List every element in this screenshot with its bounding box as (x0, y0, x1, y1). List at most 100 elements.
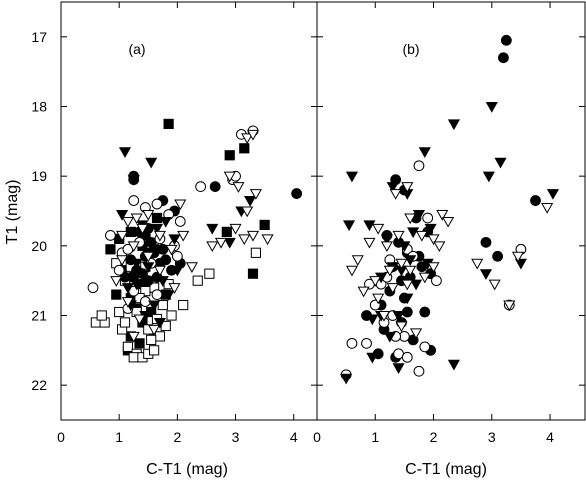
data-point-triangle (232, 182, 245, 193)
series-open-triangle (110, 129, 274, 343)
data-point-square (192, 275, 203, 286)
data-point-triangle (142, 251, 155, 263)
data-point-triangle (177, 230, 190, 242)
data-point-triangle (168, 283, 181, 294)
x-tick-label: 4 (546, 429, 554, 445)
panel-b-tag: (b) (402, 41, 419, 57)
data-point-square (247, 268, 259, 279)
data-point-square (148, 345, 160, 356)
data-point-circle (87, 282, 99, 294)
data-point-triangle (130, 279, 143, 291)
data-point-square (125, 226, 136, 238)
data-point-triangle (351, 255, 364, 266)
series-filled-triangle (116, 147, 257, 329)
data-point-square (221, 226, 232, 238)
data-point-triangle (174, 199, 187, 211)
data-point-triangle (241, 133, 254, 145)
data-point-square (163, 118, 174, 130)
x-axis-title-a: C-T1 (mag) (146, 461, 228, 478)
data-point-circle (151, 289, 163, 301)
data-point-square (114, 306, 125, 318)
y-tick-label: 21 (31, 308, 47, 324)
plot-frame (60, 1, 318, 421)
y-tick-label: 22 (31, 377, 47, 393)
data-point-triangle (127, 241, 140, 253)
data-point-triangle (110, 276, 123, 287)
data-point-triangle (241, 206, 254, 218)
data-point-triangle (386, 283, 399, 294)
data-point-triangle (377, 311, 391, 322)
data-point-triangle (206, 241, 219, 253)
data-point-triangle (383, 331, 396, 343)
data-point-triangle (116, 230, 129, 242)
data-point-triangle (372, 223, 385, 235)
data-point-square (96, 310, 107, 321)
data-point-triangle (345, 171, 359, 183)
data-point-square (128, 352, 139, 363)
x-axis-title-b: C-T1 (mag) (405, 461, 487, 478)
data-point-triangle (541, 203, 554, 214)
data-point-triangle (130, 258, 143, 270)
data-point-triangle (401, 182, 414, 193)
data-point-triangle (447, 359, 460, 371)
data-point-triangle (418, 147, 431, 158)
series-filled-triangle (340, 102, 560, 385)
data-point-triangle (363, 237, 376, 249)
data-point-triangle (162, 290, 175, 301)
data-point-triangle (159, 216, 172, 228)
data-point-circle (419, 306, 431, 318)
data-point-triangle (442, 216, 455, 228)
data-point-circle (151, 198, 163, 210)
data-point-circle (500, 34, 512, 46)
data-point-square (134, 338, 145, 349)
data-point-triangle (223, 171, 236, 183)
data-point-triangle (401, 279, 414, 291)
data-point-triangle (447, 119, 460, 131)
data-point-triangle (401, 293, 414, 305)
data-point-triangle (342, 220, 356, 232)
data-point-circle (346, 337, 358, 349)
data-point-square (166, 310, 177, 321)
data-point-triangle (389, 189, 402, 200)
panel-b: 0 1 2 3 4 (313, 1, 586, 445)
data-point-triangle (148, 300, 161, 312)
data-point-triangle (479, 269, 493, 280)
data-point-triangle (366, 314, 379, 326)
data-point-triangle (249, 189, 262, 200)
x-tick-label: 3 (232, 429, 240, 445)
data-point-circle (209, 181, 221, 193)
data-point-triangle (121, 283, 134, 294)
data-point-triangle (121, 297, 134, 308)
data-point-triangle (223, 237, 236, 249)
data-point-triangle (116, 255, 129, 266)
data-point-square (204, 268, 215, 279)
data-point-triangle (383, 265, 396, 277)
data-point-triangle (153, 265, 166, 277)
data-point-square (239, 143, 250, 154)
data-point-triangle (404, 213, 417, 225)
data-point-triangle (380, 234, 393, 246)
data-point-square (250, 247, 262, 258)
x-tick-label: 1 (371, 429, 379, 445)
data-point-triangle (214, 237, 228, 249)
data-point-circle (413, 160, 425, 172)
data-point-square (178, 299, 189, 311)
data-point-triangle (116, 209, 129, 221)
data-point-triangle (418, 272, 431, 284)
data-point-square (140, 286, 151, 297)
data-point-circle (419, 341, 431, 353)
data-point-triangle (156, 276, 169, 287)
data-point-triangle (386, 182, 399, 193)
data-point-triangle (121, 216, 134, 228)
panel-a-tag: (a) (128, 41, 145, 57)
data-point-square (111, 289, 122, 300)
data-point-triangle (424, 223, 437, 235)
data-point-circle (160, 254, 172, 266)
data-point-circle (113, 264, 125, 276)
data-point-triangle (372, 293, 385, 305)
y-tick-label: 19 (31, 168, 47, 184)
y-axis-title: T1 (mag) (4, 180, 21, 245)
data-point-triangle (345, 265, 359, 277)
data-point-square (151, 212, 163, 224)
